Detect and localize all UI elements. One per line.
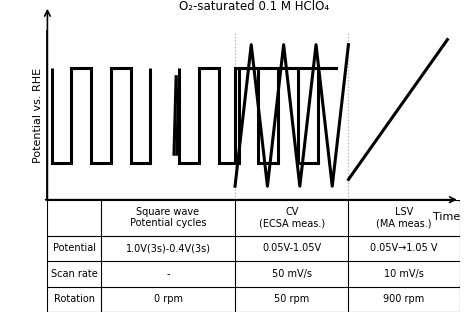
Text: Potential: Potential xyxy=(53,243,96,253)
Text: Rotation: Rotation xyxy=(54,294,95,304)
Text: 900 rpm: 900 rpm xyxy=(383,294,425,304)
Text: 50 rpm: 50 rpm xyxy=(274,294,310,304)
Text: 0.05V→1.05 V: 0.05V→1.05 V xyxy=(370,243,438,253)
Text: 1.0V(3s)-0.4V(3s): 1.0V(3s)-0.4V(3s) xyxy=(126,243,210,253)
Text: Time: Time xyxy=(433,212,460,222)
Text: 0.05V-1.05V: 0.05V-1.05V xyxy=(262,243,321,253)
Text: 10 mV/s: 10 mV/s xyxy=(384,269,424,279)
Text: LSV
(MA meas.): LSV (MA meas.) xyxy=(376,207,432,228)
Y-axis label: Potential vs. RHE: Potential vs. RHE xyxy=(33,68,43,163)
Text: -: - xyxy=(166,269,170,279)
Text: CV
(ECSA meas.): CV (ECSA meas.) xyxy=(259,207,325,228)
Text: O₂-saturated 0.1 M HClO₄: O₂-saturated 0.1 M HClO₄ xyxy=(179,0,328,13)
Text: Scan rate: Scan rate xyxy=(51,269,98,279)
Text: Square wave
Potential cycles: Square wave Potential cycles xyxy=(130,207,206,228)
Text: 50 mV/s: 50 mV/s xyxy=(272,269,312,279)
Text: 0 rpm: 0 rpm xyxy=(154,294,182,304)
